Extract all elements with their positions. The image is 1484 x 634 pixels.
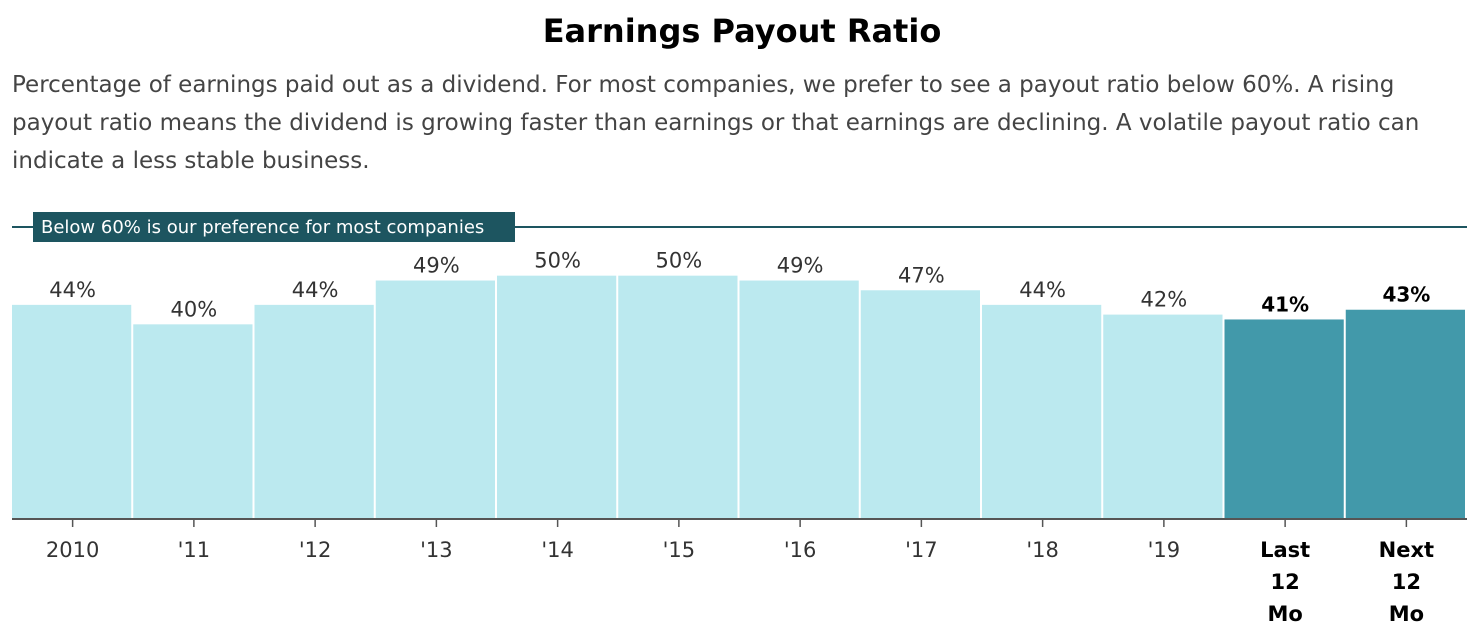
data-label-10: 41% — [1261, 292, 1309, 316]
x-tick-label-8-0: '18 — [1026, 538, 1059, 562]
bar-7 — [860, 290, 980, 519]
data-label-1: 40% — [171, 297, 218, 321]
bar-6 — [739, 280, 859, 519]
x-tick-label-6-0: '16 — [784, 538, 817, 562]
x-tick-label-1-0: '11 — [178, 538, 211, 562]
data-label-5: 50% — [656, 249, 703, 273]
x-tick-label-11-0: Next — [1379, 538, 1434, 562]
data-label-11: 43% — [1382, 283, 1430, 307]
bar-3 — [375, 280, 495, 519]
x-tick-label-5-0: '15 — [663, 538, 696, 562]
x-tick-label-10-2: Mo — [1267, 602, 1302, 626]
x-tick-label-0-0: 2010 — [46, 538, 99, 562]
bar-4 — [497, 275, 617, 519]
data-label-3: 49% — [413, 254, 460, 278]
x-tick-label-3-0: '13 — [420, 538, 453, 562]
x-tick-label-10-1: 12 — [1271, 570, 1300, 594]
bar-0 — [12, 304, 132, 519]
data-label-2: 44% — [292, 278, 339, 302]
x-tick-label-11-1: 12 — [1392, 570, 1421, 594]
chart-description: Percentage of earnings paid out as a div… — [12, 72, 1420, 174]
data-label-4: 50% — [534, 249, 581, 273]
reference-line-label-background — [33, 212, 515, 242]
bar-10 — [1224, 319, 1344, 519]
bar-11 — [1345, 309, 1465, 519]
data-label-6: 49% — [777, 254, 824, 278]
bar-8 — [982, 304, 1102, 519]
reference-line-label: Below 60% is our preference for most com… — [41, 217, 484, 238]
chart-title: Earnings Payout Ratio — [542, 12, 942, 50]
data-label-8: 44% — [1019, 278, 1066, 302]
data-label-0: 44% — [49, 278, 96, 302]
x-tick-label-9-0: '19 — [1148, 538, 1181, 562]
x-tick-label-4-0: '14 — [541, 538, 574, 562]
bar-2 — [254, 304, 374, 519]
data-label-9: 42% — [1141, 288, 1188, 312]
x-tick-label-2-0: '12 — [299, 538, 332, 562]
x-tick-label-7-0: '17 — [905, 538, 938, 562]
data-label-7: 47% — [898, 263, 945, 287]
bar-1 — [133, 324, 253, 519]
bar-5 — [618, 275, 738, 519]
x-tick-label-11-2: Mo — [1389, 602, 1424, 626]
bar-9 — [1103, 314, 1223, 519]
x-tick-label-10-0: Last — [1260, 538, 1310, 562]
